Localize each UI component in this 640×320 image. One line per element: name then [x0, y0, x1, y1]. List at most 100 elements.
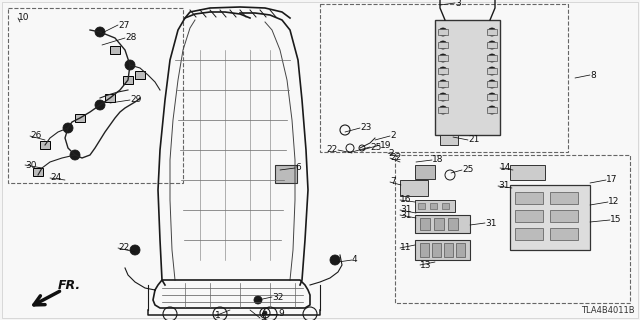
Text: 26: 26 [30, 132, 42, 140]
Bar [430, 203, 437, 209]
Text: 9: 9 [278, 309, 284, 318]
Bar [415, 165, 435, 179]
Text: 28: 28 [125, 34, 136, 43]
Circle shape [263, 311, 267, 315]
Circle shape [439, 54, 447, 62]
Bar [550, 210, 578, 222]
Bar [438, 81, 448, 87]
Circle shape [439, 80, 447, 88]
Text: 16: 16 [400, 196, 412, 204]
Text: 3: 3 [455, 0, 461, 7]
Text: 12: 12 [608, 197, 620, 206]
Bar [415, 240, 470, 260]
Text: 31: 31 [400, 211, 412, 220]
Bar [487, 55, 497, 61]
Bar [415, 215, 470, 233]
Circle shape [439, 93, 447, 101]
Text: 1: 1 [215, 311, 221, 320]
Bar [487, 68, 497, 74]
Text: 7: 7 [390, 178, 396, 187]
Bar [444, 243, 453, 257]
Bar [487, 107, 497, 113]
Text: 23: 23 [360, 124, 371, 132]
Circle shape [95, 27, 105, 37]
Bar [442, 203, 449, 209]
Text: 22: 22 [118, 244, 129, 252]
Text: 19: 19 [380, 140, 392, 149]
Bar [438, 68, 448, 74]
Bar [487, 94, 497, 100]
Bar [456, 243, 465, 257]
Text: 10: 10 [18, 13, 29, 22]
Bar [515, 228, 543, 240]
Circle shape [488, 93, 496, 101]
Bar [8, 8, 183, 183]
Circle shape [488, 106, 496, 114]
Bar [434, 218, 444, 230]
Bar [123, 76, 133, 84]
Bar [448, 218, 458, 230]
Bar [75, 114, 85, 122]
Bar [418, 203, 425, 209]
Text: 30: 30 [25, 161, 36, 170]
Bar [438, 55, 448, 61]
Bar [432, 243, 441, 257]
Bar [550, 228, 578, 240]
Bar [105, 94, 115, 102]
Bar [435, 20, 500, 135]
Text: 24: 24 [50, 173, 61, 182]
Circle shape [488, 67, 496, 75]
Text: 18: 18 [432, 156, 444, 164]
Text: 5: 5 [260, 314, 266, 320]
Circle shape [439, 41, 447, 49]
Text: 31: 31 [400, 205, 412, 214]
Circle shape [63, 123, 73, 133]
Text: 25: 25 [370, 142, 381, 151]
Bar [420, 218, 430, 230]
Text: 31: 31 [498, 181, 509, 190]
Bar [438, 107, 448, 113]
Text: 31: 31 [485, 219, 497, 228]
Bar [438, 42, 448, 48]
Text: 2: 2 [388, 148, 394, 157]
Text: 29: 29 [130, 95, 141, 105]
Bar [110, 46, 120, 54]
Text: TLA4B4011B: TLA4B4011B [581, 306, 635, 315]
Text: 8: 8 [590, 70, 596, 79]
Bar [438, 29, 448, 35]
Bar [510, 165, 545, 180]
Circle shape [488, 41, 496, 49]
Bar [515, 192, 543, 204]
Bar [440, 135, 458, 145]
Text: 17: 17 [606, 175, 618, 185]
Bar [135, 71, 145, 79]
Text: 22: 22 [327, 146, 338, 155]
Bar [395, 155, 630, 303]
Circle shape [130, 245, 140, 255]
Bar [400, 180, 428, 196]
Text: 32: 32 [272, 292, 284, 301]
Bar [438, 94, 448, 100]
Text: 21: 21 [468, 135, 479, 145]
Bar [40, 141, 50, 149]
Circle shape [439, 67, 447, 75]
Text: 11: 11 [400, 244, 412, 252]
Text: 22: 22 [390, 154, 401, 163]
Circle shape [254, 296, 262, 304]
Text: 2: 2 [390, 132, 396, 140]
Bar [510, 185, 590, 250]
Bar [320, 4, 568, 152]
Text: 15: 15 [610, 215, 621, 225]
Bar [487, 42, 497, 48]
Text: 25: 25 [462, 165, 474, 174]
Bar [515, 210, 543, 222]
Bar [420, 243, 429, 257]
Circle shape [439, 28, 447, 36]
Bar [33, 168, 43, 176]
Bar [487, 81, 497, 87]
Circle shape [488, 28, 496, 36]
Bar [275, 165, 297, 183]
Text: 4: 4 [352, 255, 358, 265]
Bar [550, 192, 578, 204]
Circle shape [488, 80, 496, 88]
